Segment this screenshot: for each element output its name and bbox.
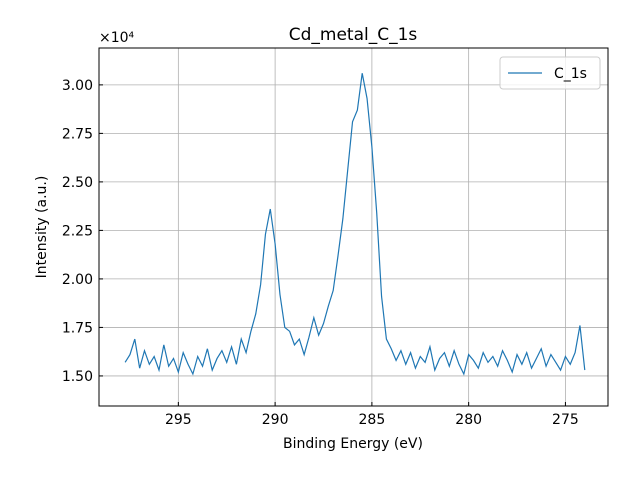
y-tick-label: 1.50	[62, 369, 93, 385]
x-tick-label: 290	[262, 412, 289, 428]
chart-title: Cd_metal_C_1s	[289, 25, 418, 45]
y-tick-label: 2.50	[62, 175, 93, 191]
y-axis-label: Intensity (a.u.)	[34, 176, 50, 279]
y-tick-label: 3.00	[62, 78, 93, 94]
x-tick-label: 280	[455, 412, 482, 428]
y-tick-label: 2.75	[62, 126, 93, 142]
x-axis-label: Binding Energy (eV)	[283, 436, 423, 452]
legend-box	[499, 56, 601, 90]
y-tick-label: 2.25	[62, 223, 93, 239]
x-tick-label: 295	[165, 412, 192, 428]
x-tick-label: 285	[359, 412, 386, 428]
plot-frame	[98, 47, 609, 407]
y-tick-label: 1.75	[62, 320, 93, 336]
x-tick-label: 275	[552, 412, 579, 428]
y-offset-text: ×10⁴	[99, 30, 135, 46]
data-line	[124, 73, 586, 376]
legend-label: C_1s	[554, 66, 587, 82]
y-tick-label: 2.00	[62, 272, 93, 288]
